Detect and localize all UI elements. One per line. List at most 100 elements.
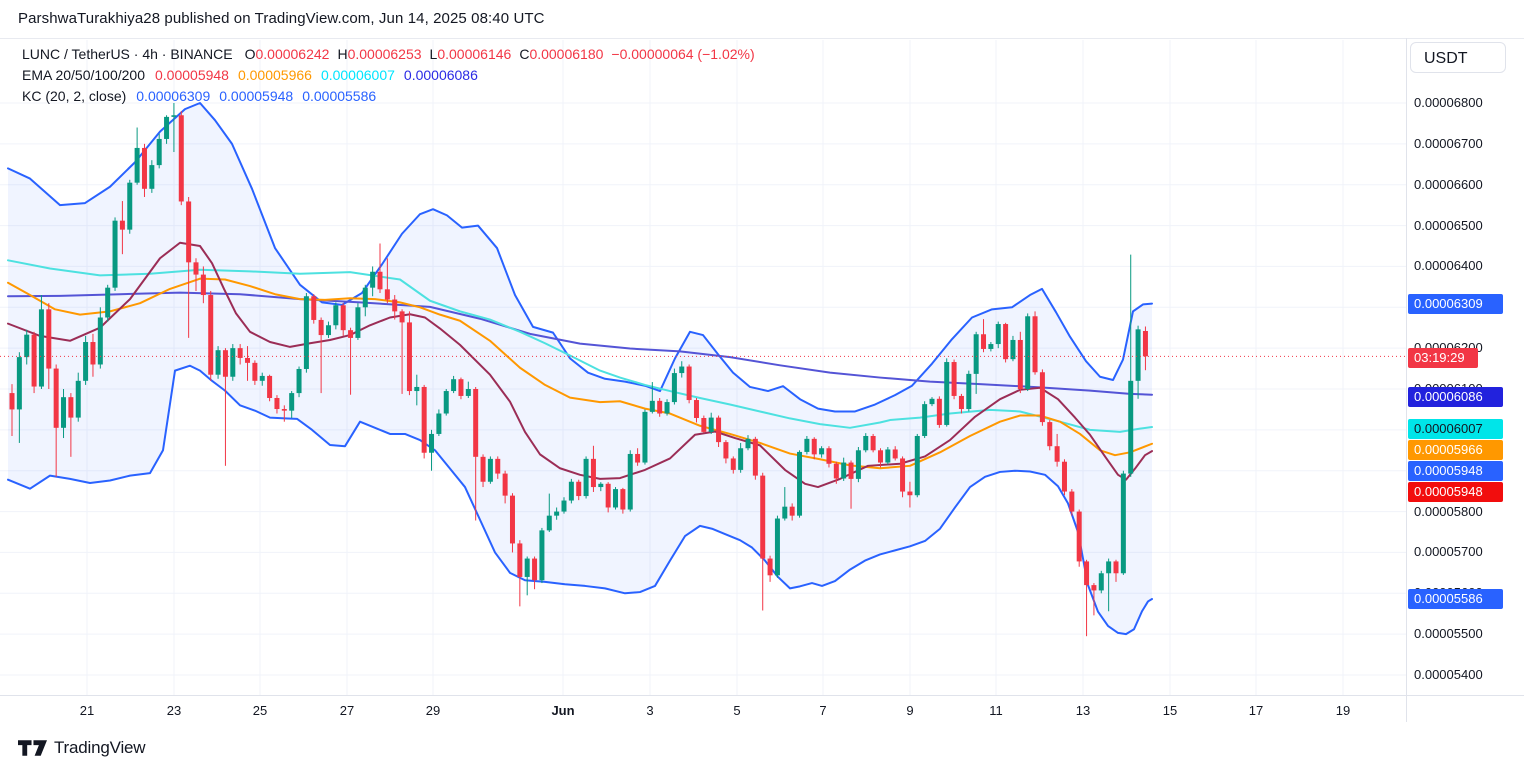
candle-body [664, 402, 670, 414]
legend-symbol-part: 0.00006242 [255, 46, 330, 62]
candle-body [693, 400, 699, 419]
legend-symbol-part: L [429, 46, 438, 62]
candle-body [1098, 573, 1104, 591]
candle-body [68, 397, 74, 418]
candle-body [855, 450, 861, 479]
candle-body [16, 357, 22, 410]
candle-body [237, 348, 243, 358]
legend-ema-row[interactable]: EMA 20/50/100/200 0.00005948 0.00005966 0.0… [22, 67, 478, 83]
candle-body [1091, 585, 1097, 591]
candle-body [723, 442, 729, 459]
pane-top-border [0, 38, 1524, 39]
legend-kc-part: 0.00006309 [136, 88, 211, 104]
candle-body [576, 481, 582, 497]
time-tick: 27 [339, 703, 355, 718]
time-tick: 25 [252, 703, 268, 718]
candle-body [841, 462, 847, 479]
candle-body [274, 397, 280, 410]
candle-body [149, 165, 155, 189]
candle-body [539, 530, 545, 581]
candle-body [870, 435, 876, 451]
candle-body [208, 295, 214, 375]
candle-body [458, 379, 464, 396]
candle-body [929, 398, 935, 405]
price-tick: 0.00006700 [1414, 135, 1483, 151]
candle-body [61, 397, 67, 428]
price-tick: 0.00005700 [1414, 544, 1483, 560]
currency-usdt-button[interactable]: USDT [1410, 42, 1506, 73]
candle-body [9, 393, 15, 410]
candle-body [561, 500, 567, 512]
candle-body [848, 462, 854, 479]
legend-kc-row[interactable]: KC (20, 2, close) 0.00006309 0.00005948 0.0… [22, 88, 376, 104]
candle-body [1047, 422, 1053, 447]
candle-body [112, 220, 118, 288]
candle-body [716, 417, 722, 443]
legend-symbol-row[interactable]: LUNC / TetherUS · 4h · BINANCE O0.0000624… [22, 46, 755, 62]
candle-body [303, 296, 309, 369]
time-tick: 11 [989, 703, 1003, 718]
candle-body [811, 438, 817, 455]
candle-body [252, 362, 258, 381]
time-tick: 19 [1335, 703, 1351, 718]
candle-body [995, 324, 1001, 345]
legend-symbol-part: 0.00006146 [437, 46, 512, 62]
candle-body [296, 368, 302, 394]
candle-body [399, 311, 405, 323]
candle-body [752, 438, 758, 476]
ema100-label: 0.00006007 [1408, 419, 1503, 439]
candle-body [590, 458, 596, 488]
candle-body [362, 287, 368, 308]
candle-body [966, 373, 972, 410]
candle-body [215, 350, 221, 375]
candle-body [642, 411, 648, 463]
legend-symbol-part: O [244, 46, 256, 62]
candle-body [1135, 329, 1141, 381]
candle-body [900, 458, 906, 492]
candle-body [465, 388, 471, 396]
price-tick: 0.00006500 [1414, 217, 1483, 233]
candle-body [348, 330, 354, 338]
candle-body [134, 147, 140, 183]
candle-body [245, 357, 251, 363]
candle-body [877, 450, 883, 463]
ema50-label: 0.00005966 [1408, 440, 1503, 460]
tradingview-brand-text: TradingView [54, 738, 146, 757]
candle-body [200, 274, 206, 296]
tradingview-logo[interactable]: TradingView [18, 738, 146, 758]
candle-body [429, 433, 435, 453]
candle-body [701, 418, 707, 432]
candle-body [31, 334, 37, 387]
candle-body [281, 409, 287, 411]
candle-body [502, 473, 508, 496]
kc-upper-label: 0.00006309 [1408, 294, 1503, 314]
time-tick: 21 [79, 703, 95, 718]
candle-body [164, 116, 170, 139]
legend-kc-part: KC (20, 2, close) [22, 88, 127, 104]
kc-lower-line [7, 364, 1153, 636]
candle-body [671, 373, 677, 403]
candle-body [598, 483, 604, 488]
legend-symbol-part: H [337, 46, 348, 62]
candle-body [738, 448, 744, 470]
legend-ema-part: 0.00006086 [403, 67, 478, 83]
candle-body [289, 393, 295, 411]
candle-body [554, 511, 560, 516]
candle-body [230, 348, 236, 377]
candle-body [819, 448, 825, 455]
candle-body [686, 366, 692, 401]
candle-body [259, 375, 265, 381]
candle-body [406, 322, 412, 392]
candle-body [105, 287, 111, 318]
candle-body [524, 558, 530, 577]
candle-body [119, 220, 125, 230]
time-tick: 3 [646, 703, 654, 718]
candle-body [473, 388, 479, 457]
legend-ema-part: 0.00005948 [155, 67, 229, 83]
candle-body [532, 558, 538, 581]
price-tick: 0.00005500 [1414, 626, 1483, 642]
time-tick: 13 [1075, 703, 1091, 718]
candle-body [833, 463, 839, 479]
price-tick: 0.00006800 [1414, 95, 1483, 110]
